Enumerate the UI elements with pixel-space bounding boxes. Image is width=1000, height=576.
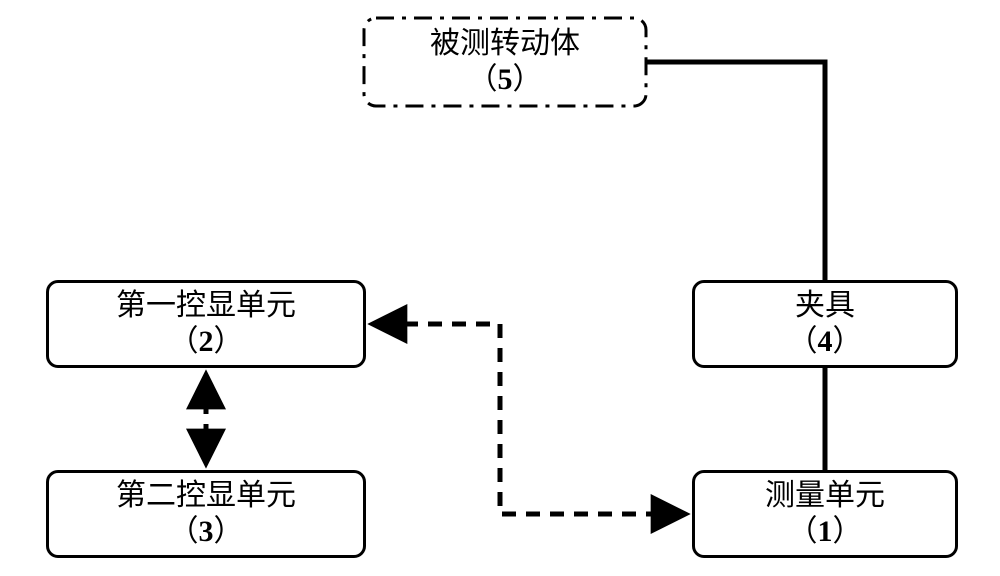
node-fixture: 夹具 （4） (692, 280, 958, 368)
node-1-num: （1） (788, 514, 863, 550)
node-4-num: （4） (788, 324, 863, 360)
node-measure-unit: 测量单元 （1） (692, 470, 958, 558)
node-ctrl-display-2: 第二控显单元 （3） (46, 470, 366, 558)
edge-n5-n4 (646, 62, 825, 280)
node-1-title: 测量单元 (765, 478, 885, 514)
edge-n1-n2 (374, 324, 684, 514)
node-5-title: 被测转动体 (430, 26, 580, 62)
node-5-num: （5） (468, 62, 543, 98)
node-2-title: 第一控显单元 (116, 288, 296, 324)
node-4-title: 夹具 (795, 288, 855, 324)
node-3-num: （3） (169, 514, 244, 550)
node-measured-rotor: 被测转动体 （5） (364, 18, 646, 106)
node-2-num: （2） (169, 324, 244, 360)
diagram-canvas: 被测转动体 （5） 第一控显单元 （2） 夹具 （4） 第二控显单元 （3） 测… (0, 0, 1000, 576)
node-3-title: 第二控显单元 (116, 478, 296, 514)
node-ctrl-display-1: 第一控显单元 （2） (46, 280, 366, 368)
